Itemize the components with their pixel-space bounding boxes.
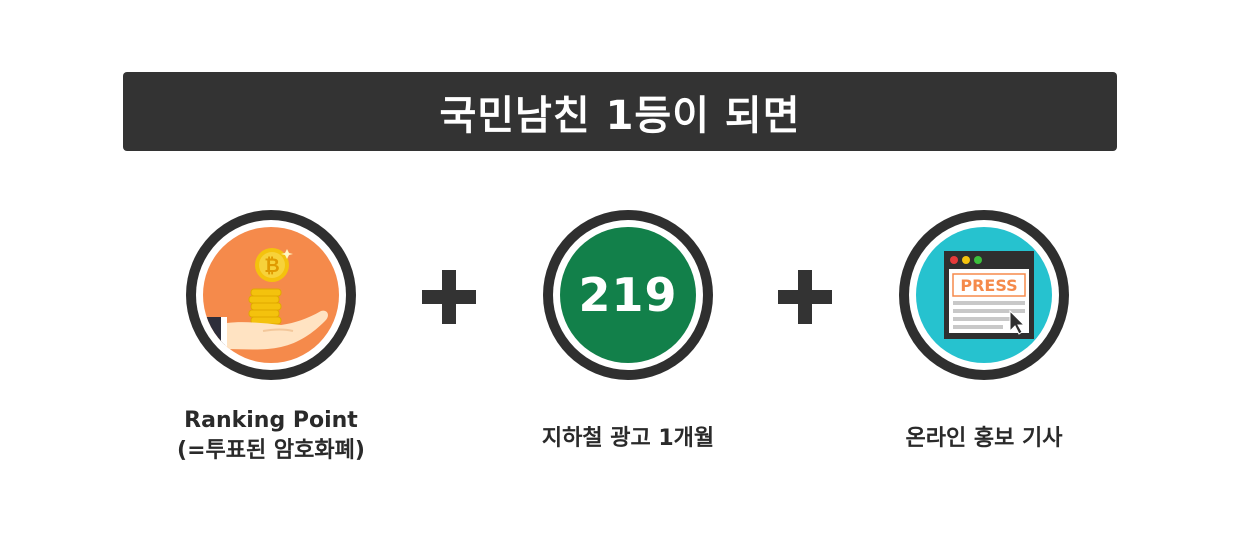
caption-line: (=투표된 암호화폐) xyxy=(177,438,365,463)
press-browser-icon: PRESS xyxy=(916,227,1052,363)
plus-icon xyxy=(422,270,476,324)
subway-line-icon: 219 xyxy=(560,227,696,363)
coins-in-hand-icon: ₿ xyxy=(203,227,339,363)
caption-subway-ad: 지하철 광고 1개월 xyxy=(478,424,778,454)
banner-title: 국민남친 1등이 되면 xyxy=(439,92,801,139)
reward-online-press-circle: PRESS xyxy=(899,210,1069,380)
reward-subway-ad-circle: 219 xyxy=(543,210,713,380)
caption-line: 지하철 광고 1개월 xyxy=(541,426,715,451)
press-label: PRESS xyxy=(960,276,1017,295)
plus-icon xyxy=(778,270,832,324)
subway-line-number: 219 xyxy=(578,268,678,322)
caption-line: Ranking Point xyxy=(184,408,358,433)
caption-line: 온라인 홍보 기사 xyxy=(905,426,1063,451)
caption-online-press: 온라인 홍보 기사 xyxy=(834,424,1134,454)
svg-text:₿: ₿ xyxy=(264,255,279,277)
caption-ranking-point: Ranking Point (=투표된 암호화폐) xyxy=(121,406,421,466)
title-banner: 국민남친 1등이 되면 xyxy=(123,72,1117,151)
reward-ranking-point-circle: ₿ xyxy=(186,210,356,380)
